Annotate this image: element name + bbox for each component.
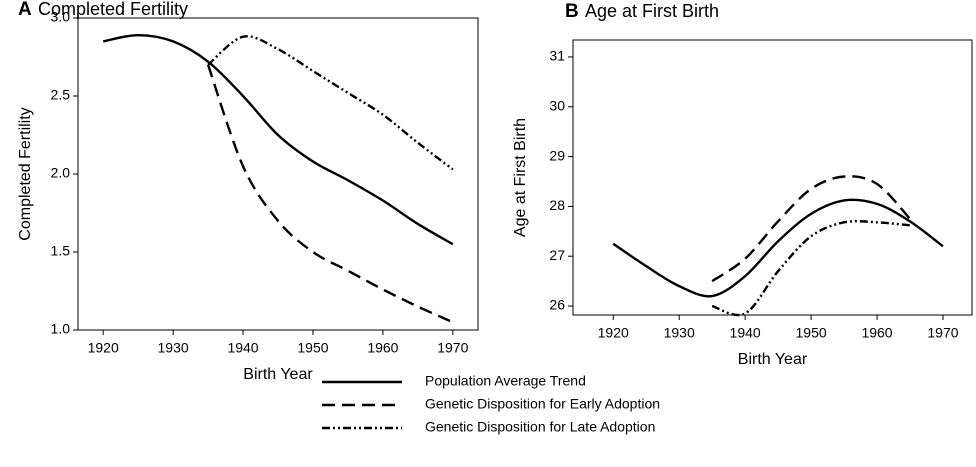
legend-label: Population Average Trend	[425, 373, 586, 389]
y-tick-label: 2.5	[51, 87, 71, 103]
y-tick-label: 2.0	[51, 165, 71, 181]
chart-title: Age at First Birth	[585, 1, 719, 21]
legend-label: Genetic Disposition for Late Adoption	[425, 419, 655, 435]
x-tick-label: 1950	[297, 340, 328, 356]
plot-frame	[572, 39, 973, 316]
y-tick-label: 30	[549, 97, 565, 113]
series-line	[207, 35, 454, 171]
chart-title: Completed Fertility	[38, 0, 188, 19]
y-tick-label: 28	[549, 197, 565, 213]
y-tick-label: 27	[549, 247, 565, 263]
x-tick-label: 1920	[598, 325, 629, 341]
series-line	[711, 175, 911, 283]
x-axis-label: Birth Year	[738, 351, 808, 368]
series-line	[206, 64, 454, 324]
y-axis-label: Completed Fertility	[17, 107, 34, 240]
legend-label: Genetic Disposition for Early Adoption	[425, 396, 660, 412]
panel-label: B	[565, 1, 579, 22]
x-tick-label: 1940	[227, 340, 258, 356]
y-axis-label: Age at First Birth	[512, 118, 529, 237]
y-tick-label: 1.5	[51, 243, 71, 259]
panel-label: A	[18, 0, 32, 20]
x-tick-label: 1940	[730, 325, 761, 341]
x-tick-label: 1920	[88, 340, 119, 356]
x-tick-label: 1960	[861, 325, 892, 341]
x-tick-label: 1950	[796, 325, 827, 341]
x-tick-label: 1960	[367, 340, 398, 356]
y-tick-label: 29	[549, 147, 565, 163]
y-tick-label: 1.0	[51, 321, 71, 337]
series-line	[711, 219, 911, 317]
x-tick-label: 1930	[664, 325, 695, 341]
x-tick-label: 1930	[158, 340, 189, 356]
series-line	[612, 198, 944, 298]
x-tick-label: 1970	[927, 325, 958, 341]
x-tick-label: 1970	[437, 340, 468, 356]
x-axis-label: Birth Year	[243, 366, 313, 383]
plot-frame	[77, 17, 479, 331]
y-tick-label: 3.0	[51, 9, 71, 25]
series-line	[102, 33, 454, 246]
y-tick-label: 31	[549, 48, 565, 64]
y-tick-label: 26	[549, 297, 565, 313]
